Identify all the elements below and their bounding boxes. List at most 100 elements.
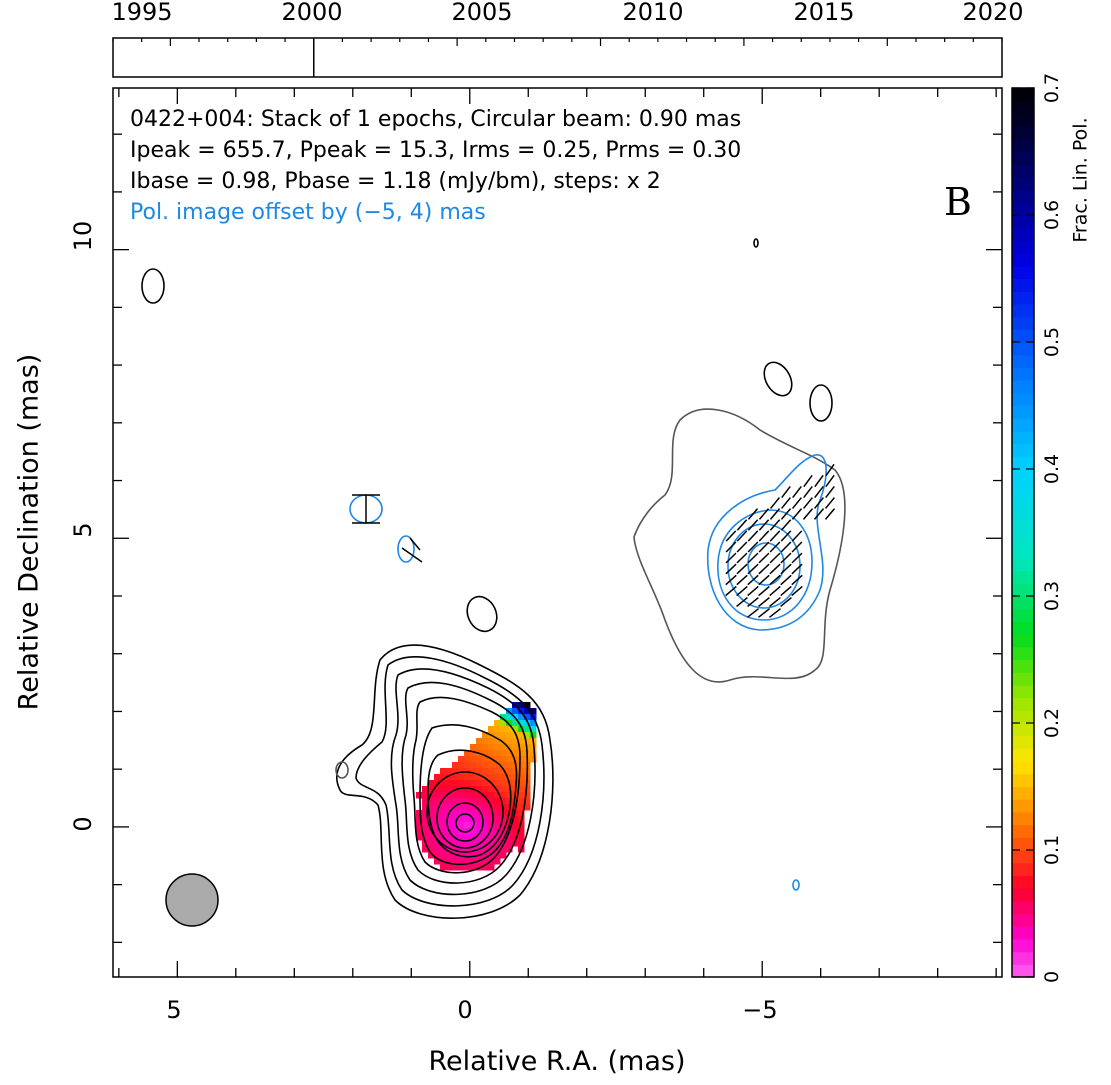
- evpa-tick: [747, 585, 759, 597]
- evpa-tick: [780, 508, 792, 520]
- intensity-contour: [401, 681, 529, 884]
- evpa-tick: [791, 574, 803, 586]
- fracpol-pixel: [452, 858, 459, 865]
- colorbar-cell: [1012, 176, 1034, 191]
- fracpol-pixel: [524, 702, 531, 709]
- fracpol-pixel: [452, 762, 459, 769]
- fracpol-pixel: [494, 810, 501, 817]
- fracpol-pixel: [464, 840, 471, 847]
- colorbar-cell: [1012, 291, 1034, 305]
- intensity-contour: [390, 668, 536, 896]
- y-tick-label: 10: [69, 221, 97, 252]
- evpa-tick: [769, 519, 781, 531]
- evpa-tick: [814, 497, 824, 509]
- evpa-tick: [725, 563, 737, 575]
- colorbar-cell: [1012, 126, 1034, 140]
- fracpol-pixel: [482, 750, 489, 757]
- fracpol-pixel: [428, 786, 435, 793]
- fracpol-pixel: [464, 774, 471, 781]
- evpa-tick: [780, 530, 792, 542]
- fracpol-pixel: [524, 786, 531, 793]
- fracpol-pixel: [440, 780, 447, 787]
- fracpol-pixel: [422, 846, 429, 853]
- fracpol-pixel: [422, 810, 429, 817]
- fracpol-pixel: [452, 792, 459, 799]
- plot-info-line: Ipeak = 655.7, Ppeak = 15.3, Irms = 0.25…: [130, 138, 741, 163]
- fracpol-pixel: [506, 846, 513, 853]
- fracpol-pixel: [446, 768, 453, 775]
- fracpol-pixel: [470, 840, 477, 847]
- fracpol-pixel: [518, 726, 525, 733]
- fracpol-pixel: [500, 786, 507, 793]
- colorbar-cell: [1012, 253, 1034, 267]
- timeline-year-label: 2015: [793, 0, 854, 26]
- fracpol-pixel: [428, 798, 435, 805]
- colorbar-cell: [1012, 265, 1034, 280]
- intensity-contour: [426, 771, 504, 853]
- fracpol-pixel: [500, 840, 507, 847]
- fracpol-pixel: [500, 756, 507, 763]
- fracpol-pixel: [512, 744, 519, 751]
- fracpol-pixel: [440, 768, 447, 775]
- fracpol-pixel: [440, 828, 447, 835]
- colorbar-cell: [1012, 672, 1034, 686]
- fracpol-pixel: [506, 804, 513, 811]
- fracpol-pixel: [488, 810, 495, 817]
- colorbar-cell: [1012, 392, 1034, 407]
- colorbar-cell: [1012, 138, 1034, 153]
- colorbar-cell: [1012, 697, 1034, 711]
- evpa-tick: [736, 596, 748, 608]
- fracpol-pixel: [512, 816, 519, 823]
- fracpol-pixel: [518, 804, 525, 811]
- colorbar-cell: [1012, 354, 1034, 368]
- fracpol-pixel: [530, 726, 537, 733]
- colorbar-cell: [1012, 164, 1034, 178]
- fracpol-pixel: [512, 774, 519, 781]
- fracpol-pixel: [458, 852, 465, 859]
- fracpol-pixel: [476, 810, 483, 817]
- fracpol-pixel: [428, 780, 435, 787]
- evpa-tick: [769, 541, 781, 553]
- evpa-tick: [725, 541, 737, 553]
- colorbar-cell: [1012, 303, 1034, 318]
- fracpol-pixel: [434, 834, 441, 841]
- evpa-tick: [791, 585, 803, 597]
- fracpol-pixel: [500, 792, 507, 799]
- fracpol-pixel: [530, 720, 537, 727]
- x-tick-label: 0: [457, 996, 472, 1024]
- fracpol-pixel: [488, 792, 495, 799]
- fracpol-pixel: [422, 828, 429, 835]
- fracpol-pixel: [482, 846, 489, 853]
- fracpol-pixel: [428, 792, 435, 799]
- fracpol-pixel: [512, 780, 519, 787]
- fracpol-pixel: [512, 708, 519, 715]
- fracpol-pixel: [512, 720, 519, 727]
- fracpol-pixel: [518, 792, 525, 799]
- evpa-tick: [780, 563, 792, 575]
- evpa-tick: [736, 585, 748, 597]
- colorbar-cell: [1012, 532, 1034, 546]
- fracpol-pixel: [458, 834, 465, 841]
- fracpol-pixel: [470, 744, 477, 751]
- fracpol-pixel: [476, 768, 483, 775]
- timeline-year-label: 2005: [451, 0, 512, 26]
- evpa-tick: [769, 596, 781, 608]
- timeline-year-label: 2020: [962, 0, 1023, 26]
- evpa-tick: [758, 563, 770, 575]
- colorbar-cell: [1012, 507, 1034, 521]
- colorbar-cell: [1012, 735, 1034, 749]
- colorbar-cell: [1012, 900, 1034, 915]
- evpa-tick: [803, 485, 813, 499]
- fracpol-pixel: [488, 828, 495, 835]
- fracpol-pixel: [488, 744, 495, 751]
- fracpol-pixel: [506, 720, 513, 727]
- timeline-year-label: 2000: [281, 0, 342, 26]
- evpa-tick: [747, 519, 759, 531]
- colorbar-cell: [1012, 240, 1034, 254]
- fracpol-pixel: [488, 738, 495, 745]
- intensity-contour: [455, 813, 475, 833]
- colorbar-cell: [1012, 786, 1034, 800]
- fracpol-pixel: [476, 744, 483, 751]
- fracpol-pixel: [518, 798, 525, 805]
- colorbar-cell: [1012, 456, 1034, 470]
